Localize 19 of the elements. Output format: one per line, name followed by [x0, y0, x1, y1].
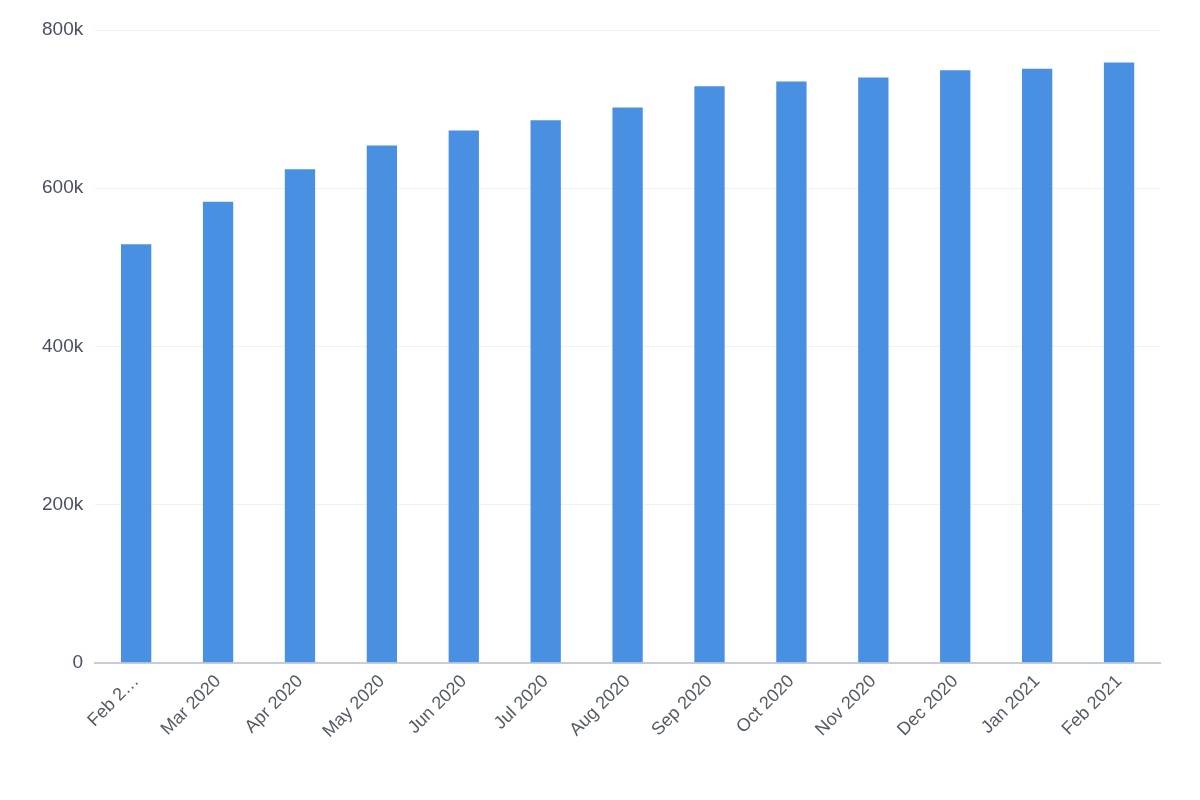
bar: [858, 77, 889, 663]
bar: [940, 70, 971, 663]
y-tick-label: 400k: [42, 334, 84, 356]
x-tick-label: Feb 2…: [83, 670, 143, 731]
bar: [694, 86, 725, 663]
bar: [1021, 68, 1053, 663]
bar: [284, 169, 316, 663]
y-tick-label: 200k: [42, 492, 84, 514]
y-tick-label: 0: [72, 651, 84, 673]
bar: [202, 201, 234, 663]
bar: [530, 120, 561, 663]
bar: [448, 130, 479, 663]
bar: [121, 244, 152, 663]
bar: [776, 81, 807, 663]
y-tick-label: 600k: [42, 176, 84, 198]
y-tick-label: 800k: [42, 18, 84, 40]
bar: [1103, 62, 1135, 663]
bar: [366, 145, 398, 663]
bar: [612, 107, 643, 663]
